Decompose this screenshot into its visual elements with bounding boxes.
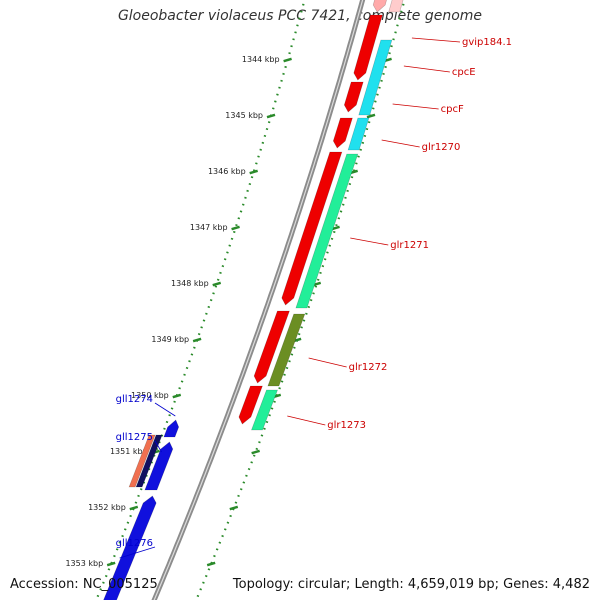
major-tick [266,113,276,119]
major-tick [192,337,202,343]
tick-ruler-layer: 1344 kbp 1345 kbp 1346 kbp 1347 kbp 1348 kbp… [65,0,406,600]
gene-label-gll1275[interactable]: gll1275 [116,432,153,443]
label-leader [392,103,439,110]
cds-feature[interactable] [128,434,156,488]
gene-label-gvip184.1[interactable]: gvip184.1 [462,37,512,48]
tick-label: 1353 kbp [65,559,103,568]
forward-gene[interactable] [372,0,388,13]
cds-feature[interactable] [358,39,393,116]
gene-label-glr1271[interactable]: glr1271 [390,240,429,251]
label-leader [350,237,389,246]
gene-label-cpcE[interactable]: cpcE [452,67,476,78]
forward-gene[interactable] [353,14,383,81]
major-tick [249,169,259,175]
gene-label-cpcF[interactable]: cpcF [441,104,464,115]
label-leader [154,402,176,417]
reverse-gene[interactable] [163,419,180,438]
cds-track-layer [128,0,405,488]
topology-text: Topology: circular; Length: 4,659,019 bp… [232,577,590,592]
right-tick-ruler [195,0,406,600]
major-tick [206,561,216,567]
label-leader [308,357,347,368]
major-tick [229,505,239,511]
gene-label-glr1273[interactable]: glr1273 [327,420,366,431]
reverse-gene[interactable] [144,441,174,491]
tick-label: 1349 kbp [151,335,189,344]
forward-gene[interactable] [238,385,263,425]
major-tick [212,281,222,287]
major-tick [366,113,376,119]
forward-gene[interactable] [281,151,343,306]
cds-feature[interactable] [388,0,405,13]
major-tick [129,505,139,511]
gene-label-glr1272[interactable]: glr1272 [349,362,388,373]
label-leader [403,65,450,73]
label-leader [119,546,156,559]
tick-label: 1350 kbp [131,391,169,400]
tick-label: 1344 kbp [242,55,280,64]
genome-backbone-highlight [153,0,364,600]
tick-label: 1348 kbp [171,279,209,288]
forward-gene[interactable] [332,117,353,149]
accession-text: Accession: NC_005125 [10,577,158,592]
label-leader [154,440,162,453]
tick-label: 1347 kbp [190,223,228,232]
gene-track-layer [100,0,388,600]
major-tick [251,449,260,455]
tick-label: 1352 kbp [88,503,126,512]
backbone-layer [151,0,366,600]
gene-label-gll1274[interactable]: gll1274 [116,394,153,405]
cds-feature[interactable] [135,434,163,488]
label-leader [411,37,461,43]
gene-label-layer: gvip184.1 cpcE cpcF glr1270 glr1271 glr1272 gl… [116,37,512,559]
major-tick [172,393,182,399]
forward-gene[interactable] [253,310,290,384]
left-tick-ruler [95,0,306,600]
gene-label-gll1276[interactable]: gll1276 [116,538,153,549]
major-tick [231,225,240,231]
tick-label: 1346 kbp [208,167,246,176]
cds-feature[interactable] [267,313,306,387]
label-leader [381,139,420,148]
genome-backbone [151,0,366,600]
label-leader [287,415,326,426]
reverse-gene[interactable] [100,495,157,600]
major-tick [283,57,292,63]
cds-feature[interactable] [295,153,359,309]
major-tick [106,561,116,567]
cds-feature[interactable] [347,117,370,151]
cds-feature[interactable] [251,389,278,431]
tick-label: 1351 kbp [110,447,148,456]
gene-label-glr1270[interactable]: glr1270 [422,142,461,153]
forward-gene[interactable] [343,81,364,113]
tick-label: 1345 kbp [225,111,263,120]
